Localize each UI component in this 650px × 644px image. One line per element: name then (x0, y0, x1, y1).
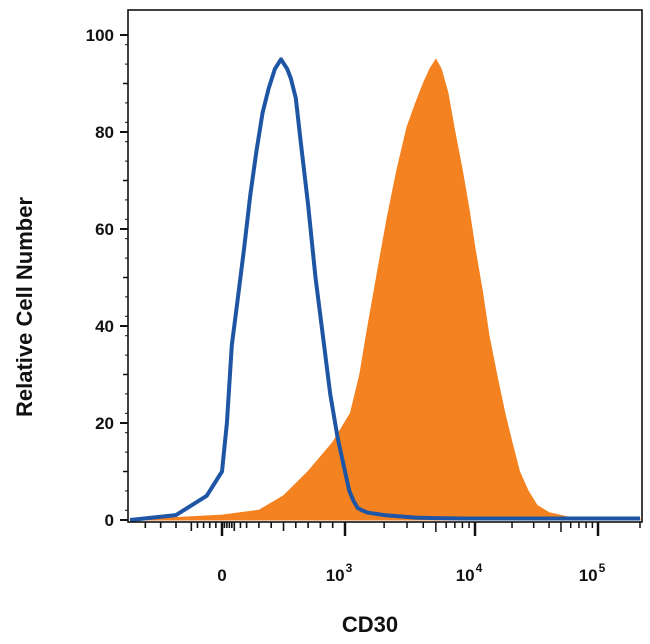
series-layer (129, 57, 641, 522)
x-tick-label: 0 (217, 566, 226, 585)
y-axis-title: Relative Cell Number (12, 197, 37, 418)
x-tick-label: 105 (579, 561, 606, 585)
x-axis: 0 103 104 105 (144, 522, 641, 585)
plot-frame (127, 9, 643, 523)
y-tick-label: 40 (95, 317, 114, 336)
stained-histogram-area (129, 58, 641, 521)
y-tick-label: 60 (95, 220, 114, 239)
y-tick-label: 0 (105, 511, 114, 530)
y-tick-label: 20 (95, 414, 114, 433)
y-tick-label: 80 (95, 123, 114, 142)
x-axis-title: CD30 (342, 612, 398, 637)
x-tick-label: 104 (456, 561, 483, 585)
isotype-histogram-line (129, 57, 640, 522)
y-axis: 0 20 40 60 80 100 (86, 26, 128, 530)
x-tick-label: 103 (326, 561, 353, 585)
y-tick-label: 100 (86, 26, 114, 45)
